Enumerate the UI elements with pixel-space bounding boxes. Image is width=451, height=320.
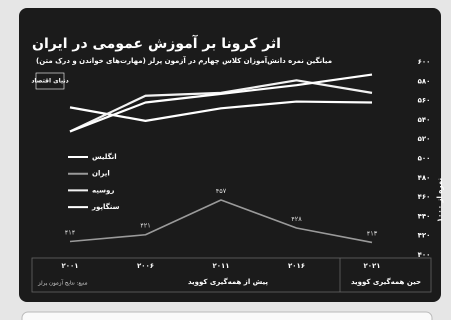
series-line <box>69 100 373 122</box>
chart-title: اثر کرونا بر آموزش عمومی در ایران <box>32 34 281 52</box>
legend-label: ایران <box>92 170 110 178</box>
logo: دنیای اقتصاد <box>31 78 68 85</box>
y-axis-label: نمره از ۱۰۰۰ <box>436 178 444 223</box>
x-tick-label: ۲۰۰۱ <box>61 262 78 270</box>
series-line <box>69 199 373 244</box>
y-tick-label: ۵۴۰ <box>418 116 431 124</box>
y-tick-label: ۶۰۰ <box>418 58 431 66</box>
axis-frame <box>31 257 432 293</box>
y-tick-label: ۴۲۰ <box>418 232 431 240</box>
y-tick-label: ۵۸۰ <box>418 77 431 85</box>
period-label: پیش از همه‌گیری کووید <box>188 277 268 286</box>
x-tick-label: ۲۰۱۱ <box>212 262 229 270</box>
y-tick-label: ۴۴۰ <box>418 212 431 220</box>
chart-subtitle: میانگین نمره دانش‌آموزان کلاس چهارم در آ… <box>36 56 332 65</box>
data-label: ۴۱۳ <box>367 229 378 237</box>
series-line <box>69 73 373 133</box>
x-tick-label: ۲۰۱۶ <box>288 262 305 270</box>
data-label: ۴۵۷ <box>216 187 227 195</box>
x-tick-label: ۲۰۲۱ <box>363 262 380 270</box>
y-tick-label: ۴۶۰ <box>418 193 431 201</box>
legend-label: روسیه <box>92 186 114 194</box>
source: منبع: نتایج آزمون پرلز <box>37 280 88 287</box>
x-tick-label: ۲۰۰۶ <box>137 262 154 270</box>
legend-label: انگلیس <box>92 152 117 161</box>
data-label: ۴۱۴ <box>65 228 76 236</box>
y-tick-label: ۴۰۰ <box>418 251 431 259</box>
y-tick-label: ۵۶۰ <box>418 97 431 105</box>
logo-box <box>35 72 65 90</box>
y-tick-label: ۵۲۰ <box>418 135 431 143</box>
legend-label: سنگاپور <box>91 202 120 211</box>
y-tick-label: ۵۰۰ <box>418 155 431 163</box>
data-label: ۴۲۸ <box>291 215 302 223</box>
period-label: حین همه‌گیری کووید <box>351 277 421 286</box>
next-card <box>21 311 433 320</box>
y-tick-label: ۴۸۰ <box>418 174 431 182</box>
card <box>19 8 441 302</box>
data-label: ۴۲۱ <box>140 222 150 230</box>
